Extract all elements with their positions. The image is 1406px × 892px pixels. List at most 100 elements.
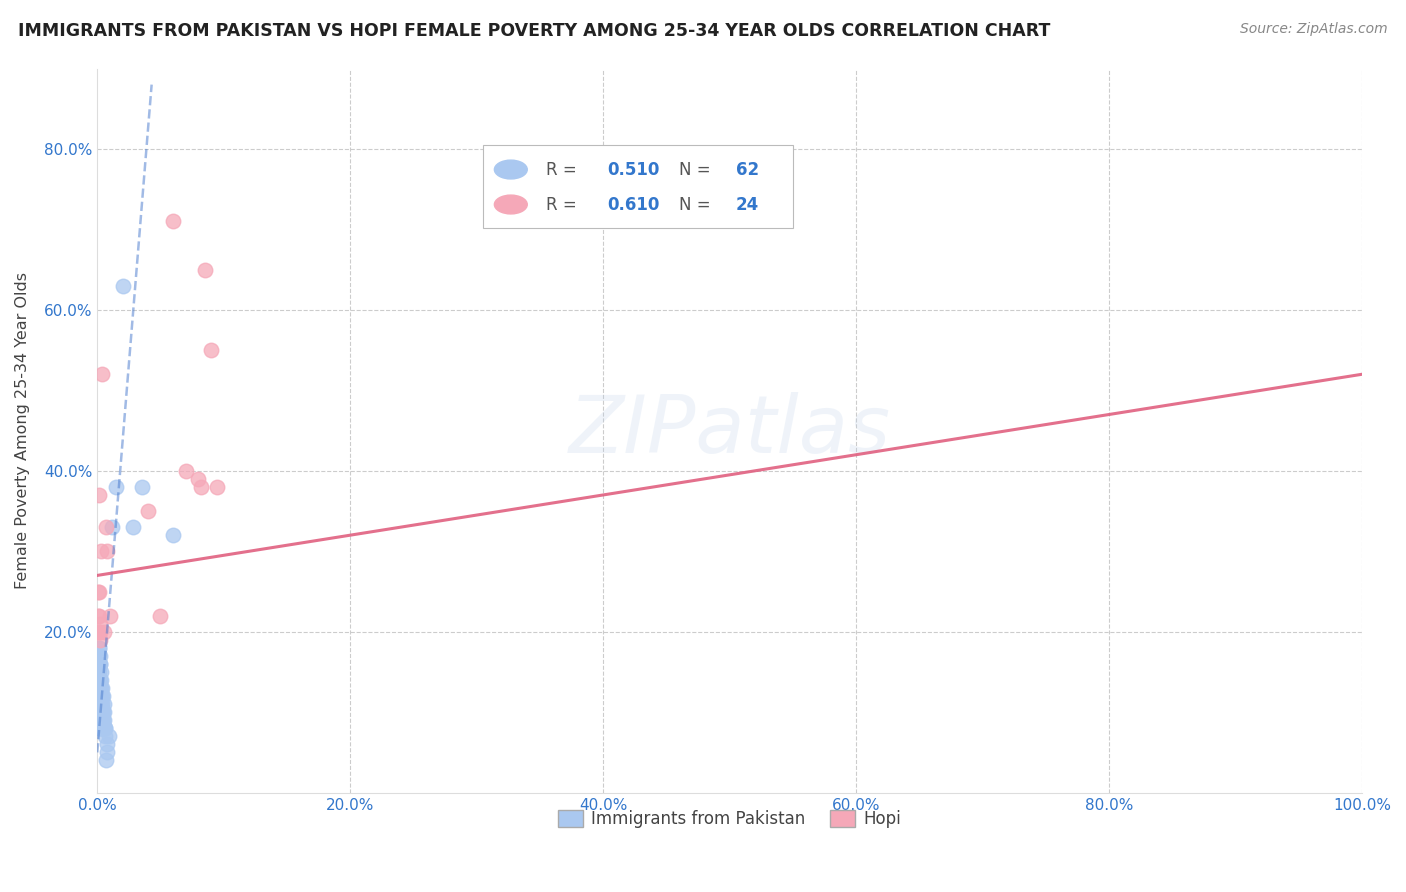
Point xyxy=(89,721,111,735)
Point xyxy=(149,608,172,623)
Point xyxy=(190,480,212,494)
Point xyxy=(87,689,110,703)
Point xyxy=(91,681,114,695)
Point xyxy=(90,544,112,558)
Point xyxy=(90,665,112,679)
Point xyxy=(207,480,229,494)
Point xyxy=(87,608,110,623)
Point xyxy=(96,746,118,760)
Point xyxy=(97,729,120,743)
Point xyxy=(89,584,111,599)
Point xyxy=(174,464,197,478)
Point xyxy=(93,721,115,735)
Point xyxy=(87,721,110,735)
Point xyxy=(87,640,110,655)
Point xyxy=(162,528,184,542)
Point xyxy=(90,697,112,711)
Point xyxy=(90,697,112,711)
Point xyxy=(87,657,110,671)
Point xyxy=(93,697,115,711)
Text: 0.510: 0.510 xyxy=(607,161,659,178)
Point xyxy=(91,713,114,727)
Point xyxy=(90,705,112,719)
Point xyxy=(90,689,112,703)
Point xyxy=(89,648,111,663)
Point xyxy=(94,729,117,743)
Point xyxy=(89,705,111,719)
Circle shape xyxy=(495,161,527,179)
Point xyxy=(87,584,110,599)
Circle shape xyxy=(495,195,527,214)
Point xyxy=(91,689,114,703)
Point xyxy=(89,689,111,703)
Point xyxy=(90,721,112,735)
Point xyxy=(89,681,111,695)
Text: Source: ZipAtlas.com: Source: ZipAtlas.com xyxy=(1240,22,1388,37)
Point xyxy=(89,657,111,671)
Point xyxy=(91,368,114,382)
Point xyxy=(90,681,112,695)
Point xyxy=(94,754,117,768)
Text: ZIPatlas: ZIPatlas xyxy=(568,392,890,469)
Text: N =: N = xyxy=(679,161,716,178)
Text: R =: R = xyxy=(547,195,582,213)
Point xyxy=(91,721,114,735)
Point xyxy=(90,713,112,727)
Point xyxy=(94,520,117,534)
Point xyxy=(94,721,117,735)
Point xyxy=(98,608,121,623)
Point xyxy=(87,681,110,695)
Point xyxy=(87,705,110,719)
Point xyxy=(111,278,134,293)
Point xyxy=(121,520,143,534)
Legend: Immigrants from Pakistan, Hopi: Immigrants from Pakistan, Hopi xyxy=(551,804,908,835)
Point xyxy=(131,480,153,494)
Point xyxy=(90,721,112,735)
Point xyxy=(89,665,111,679)
Point xyxy=(93,713,115,727)
Point xyxy=(91,713,114,727)
Point xyxy=(136,504,159,518)
Point xyxy=(200,343,222,358)
Text: 0.610: 0.610 xyxy=(607,195,659,213)
Y-axis label: Female Poverty Among 25-34 Year Olds: Female Poverty Among 25-34 Year Olds xyxy=(15,272,30,589)
Point xyxy=(89,640,111,655)
Point xyxy=(90,673,112,687)
Point xyxy=(87,624,110,639)
Point xyxy=(87,673,110,687)
Point xyxy=(93,624,115,639)
Point xyxy=(87,608,110,623)
Point xyxy=(93,705,115,719)
Text: R =: R = xyxy=(547,161,582,178)
Point xyxy=(87,648,110,663)
Point xyxy=(91,689,114,703)
Text: 62: 62 xyxy=(735,161,759,178)
Point xyxy=(89,705,111,719)
Point xyxy=(87,697,110,711)
Point xyxy=(89,697,111,711)
Point xyxy=(87,665,110,679)
Point xyxy=(89,488,111,502)
Point xyxy=(89,713,111,727)
Point xyxy=(194,262,217,277)
Text: N =: N = xyxy=(679,195,716,213)
FancyBboxPatch shape xyxy=(484,145,793,227)
Point xyxy=(187,472,209,486)
Point xyxy=(89,616,111,631)
Point xyxy=(101,520,124,534)
Point xyxy=(91,705,114,719)
Point xyxy=(93,721,115,735)
Point xyxy=(89,681,111,695)
Point xyxy=(89,673,111,687)
Point xyxy=(96,544,118,558)
Point xyxy=(89,713,111,727)
Point xyxy=(96,738,118,752)
Point xyxy=(162,214,184,228)
Point xyxy=(89,689,111,703)
Point xyxy=(89,624,111,639)
Point xyxy=(91,705,114,719)
Point xyxy=(105,480,128,494)
Point xyxy=(89,632,111,647)
Point xyxy=(87,673,110,687)
Point xyxy=(89,657,111,671)
